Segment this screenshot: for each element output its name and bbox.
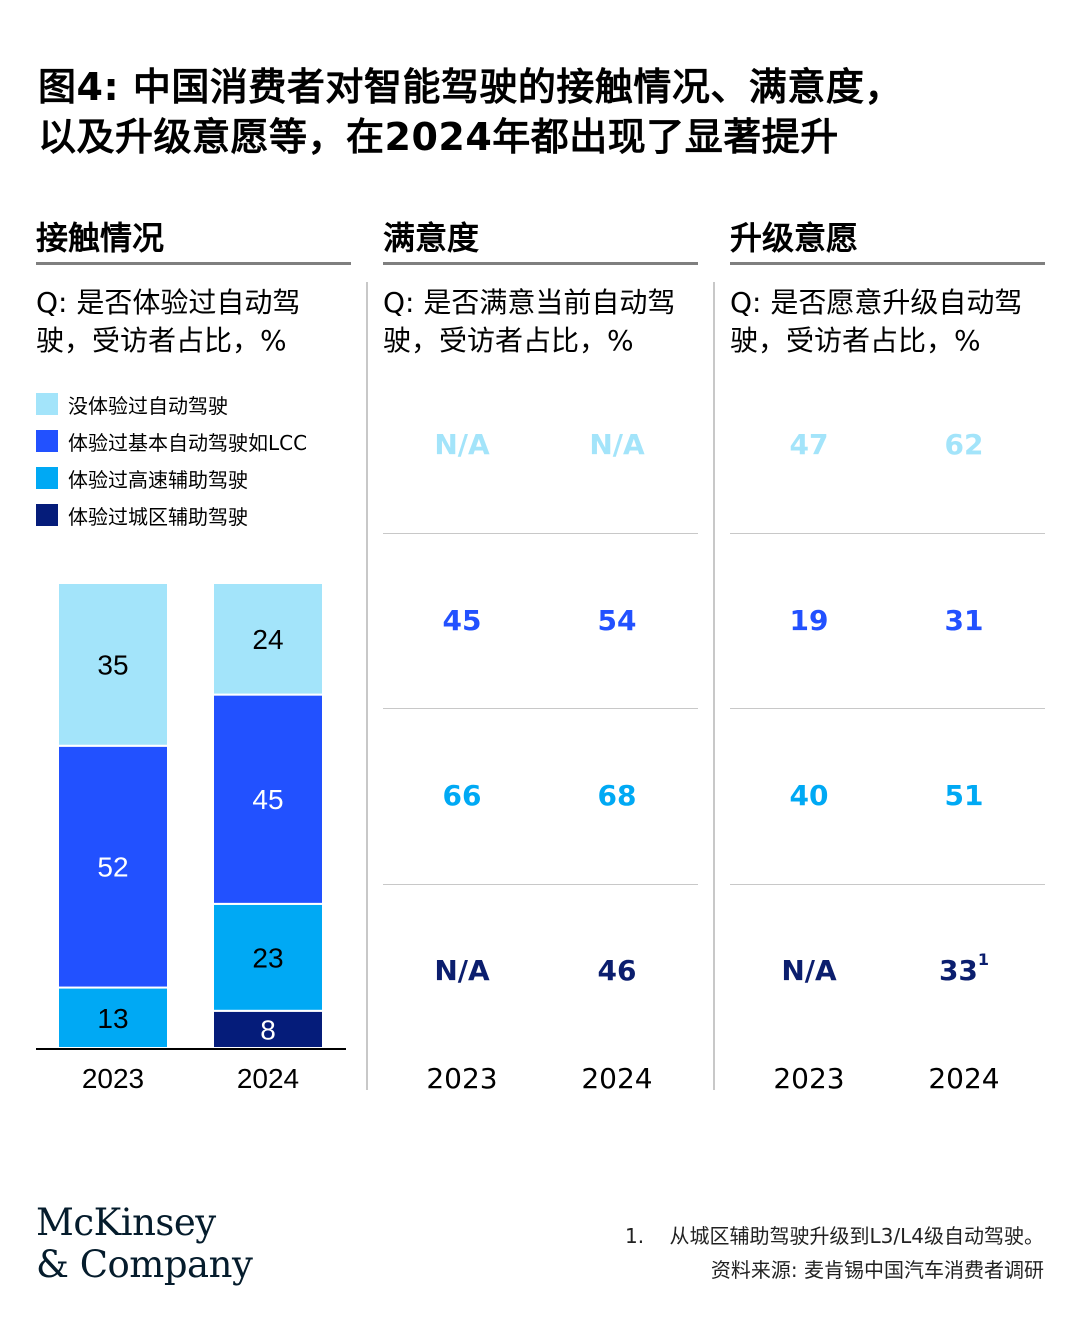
bar-segment-not-experienced <box>57 582 169 747</box>
satisfaction-value: 54 <box>597 604 637 637</box>
grid-line <box>383 884 698 885</box>
exposure-heading-rule <box>36 262 351 265</box>
upgrade-value: 40 <box>789 779 829 812</box>
upgrade-year-label: 2023 <box>773 1062 845 1095</box>
source-note: 资料来源: 麦肯锡中国汽车消费者调研 <box>710 1258 1044 1282</box>
grid-line <box>730 533 1045 534</box>
mckinsey-logo: McKinsey & Company <box>36 1201 253 1286</box>
satisfaction-question: Q: 是否满意当前自动驾驶，受访者占比，% <box>383 286 676 357</box>
logo-line-2: & Company <box>36 1243 253 1286</box>
satisfaction-value: 68 <box>597 779 637 812</box>
title-line-1: 图4: 中国消费者对智能驾驶的接触情况、满意度， <box>38 65 903 109</box>
legend-item-not-experienced: 没体验过自动驾驶 <box>36 390 307 418</box>
bar-data-label: 35 <box>97 649 128 680</box>
footnote-text: 从城区辅助驾驶升级到L3/L4级自动驾驶。 <box>669 1224 1044 1248</box>
footnote-marker: 1 <box>977 950 990 969</box>
legend-item-basic-lcc: 体验过基本自动驾驶如LCC <box>36 427 307 455</box>
bar-data-label: 52 <box>97 852 128 883</box>
legend-item-highway-assist: 体验过高速辅助驾驶 <box>36 464 307 492</box>
bar-segment-basic-lcc <box>212 693 324 905</box>
upgrade-value: 331 <box>904 950 1024 987</box>
bar-data-label: 45 <box>252 784 283 815</box>
bar-data-label: 23 <box>252 942 283 973</box>
satisfaction-value: N/A <box>589 428 645 461</box>
upgrade-heading-rule <box>730 262 1045 265</box>
legend-swatch <box>36 504 58 526</box>
bar-segment-not-experienced <box>212 582 324 696</box>
x-tick-label: 2023 <box>82 1063 144 1094</box>
legend-label: 没体验过自动驾驶 <box>68 393 228 418</box>
footnote-number: 1. <box>624 1224 645 1248</box>
legend-label: 体验过基本自动驾驶如LCC <box>68 430 308 455</box>
legend-label: 体验过高速辅助驾驶 <box>68 467 248 492</box>
figure-title: 图4: 中国消费者对智能驾驶的接触情况、满意度， 以及升级意愿等，在2024年都… <box>38 62 1048 162</box>
column-divider-2 <box>713 282 715 1090</box>
satisfaction-value: 46 <box>597 954 637 987</box>
upgrade-value: N/A <box>781 954 837 987</box>
upgrade-question: Q: 是否愿意升级自动驾驶，受访者占比，% <box>730 286 1023 357</box>
legend-swatch <box>36 430 58 452</box>
satisfaction-heading-rule <box>383 262 698 265</box>
legend-swatch <box>36 467 58 489</box>
x-tick-label: 2024 <box>237 1063 299 1094</box>
legend: 没体验过自动驾驶 体验过基本自动驾驶如LCC 体验过高速辅助驾驶 体验过城区辅助… <box>36 390 307 538</box>
legend-label: 体验过城区辅助驾驶 <box>68 504 248 529</box>
upgrade-heading: 升级意愿 <box>730 219 859 257</box>
grid-line <box>383 708 698 709</box>
satisfaction-value: N/A <box>434 428 490 461</box>
column-divider-1 <box>366 282 368 1090</box>
grid-line <box>730 884 1045 885</box>
satisfaction-value: N/A <box>434 954 490 987</box>
bar-data-label: 8 <box>260 1014 276 1045</box>
title-line-2: 以及升级意愿等，在2024年都出现了显著提升 <box>38 115 839 159</box>
grid-line <box>730 708 1045 709</box>
exposure-question: Q: 是否体验过自动驾驶，受访者占比，% <box>36 286 301 357</box>
bar-data-label: 13 <box>97 1003 128 1034</box>
grid-line <box>383 533 698 534</box>
bar-segment-basic-lcc <box>57 744 169 989</box>
upgrade-value: 51 <box>944 779 984 812</box>
upgrade-value: 47 <box>789 428 829 461</box>
satisfaction-value: 45 <box>442 604 482 637</box>
exposure-heading: 接触情况 <box>36 219 165 257</box>
upgrade-value: 31 <box>944 604 984 637</box>
satisfaction-heading: 满意度 <box>383 219 480 257</box>
upgrade-year-label: 2024 <box>928 1062 1000 1095</box>
legend-item-urban-assist: 体验过城区辅助驾驶 <box>36 501 307 529</box>
upgrade-value-number: 33 <box>938 954 978 987</box>
satisfaction-year-label: 2023 <box>426 1062 498 1095</box>
satisfaction-year-label: 2024 <box>581 1062 653 1095</box>
upgrade-value: 62 <box>944 428 984 461</box>
satisfaction-value: 66 <box>442 779 482 812</box>
upgrade-value: 19 <box>789 604 829 637</box>
bar-data-label: 24 <box>252 624 283 655</box>
legend-swatch <box>36 393 58 415</box>
footnote: 1. 从城区辅助驾驶升级到L3/L4级自动驾驶。 <box>625 1220 1044 1249</box>
logo-line-1: McKinsey <box>36 1201 216 1244</box>
